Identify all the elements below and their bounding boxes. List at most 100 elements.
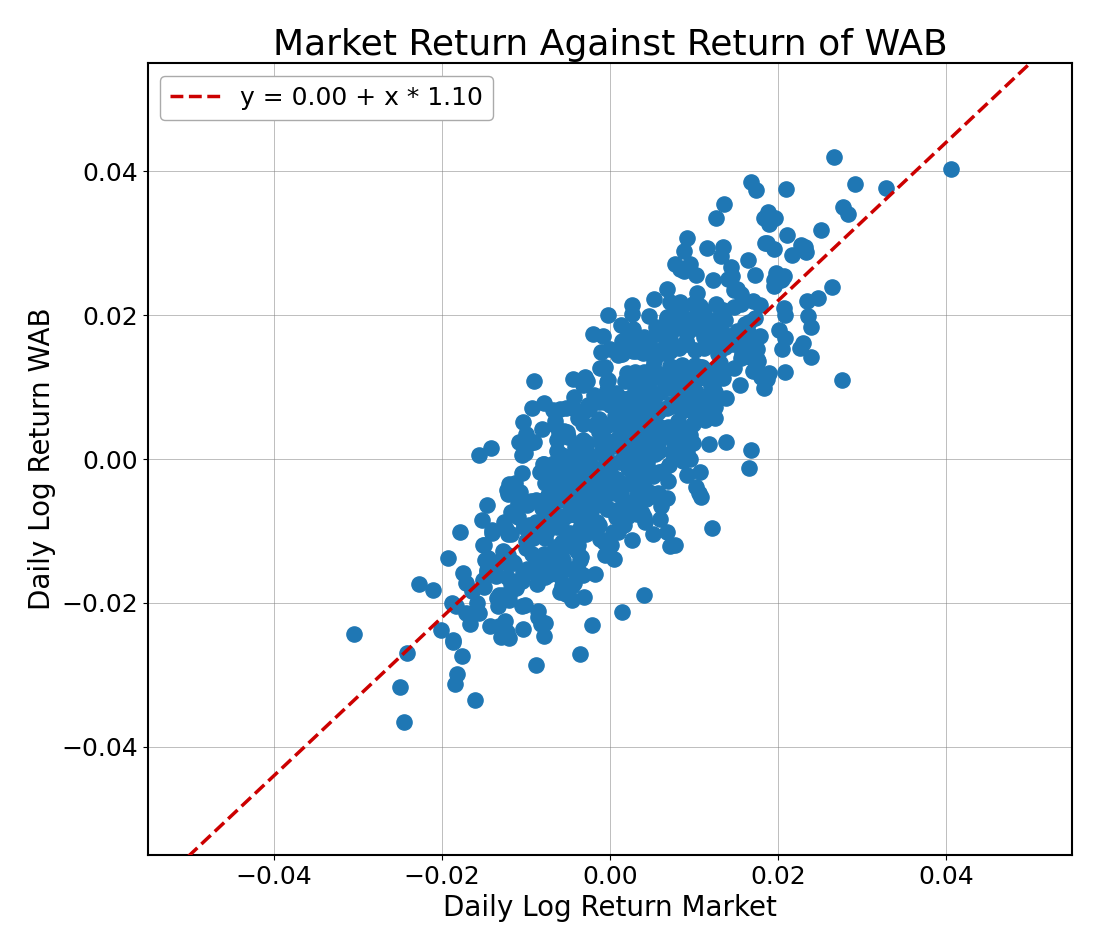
Point: [767, 211, 784, 226]
Point: [571, 440, 588, 455]
Point: [538, 523, 556, 539]
Point: [614, 406, 631, 421]
Point: [608, 509, 626, 524]
Point: [658, 524, 675, 540]
Point: [528, 560, 546, 576]
Point: [747, 182, 764, 198]
Point: [613, 333, 630, 349]
Point: [661, 334, 679, 350]
Point: [522, 493, 540, 508]
Point: [514, 414, 531, 429]
Point: [714, 239, 732, 255]
Point: [777, 308, 794, 323]
Point: [569, 481, 586, 496]
Point: [741, 350, 759, 365]
Point: [664, 428, 682, 444]
Point: [461, 617, 478, 632]
Point: [584, 327, 602, 342]
Point: [660, 333, 678, 349]
Point: [623, 440, 640, 455]
Point: [644, 341, 661, 356]
Point: [534, 569, 551, 584]
Point: [740, 460, 758, 475]
Point: [602, 467, 619, 483]
Point: [540, 515, 558, 530]
Point: [483, 525, 500, 541]
Point: [779, 227, 796, 242]
Point: [466, 693, 484, 708]
Point: [574, 378, 592, 393]
Point: [625, 429, 642, 445]
Point: [509, 496, 527, 511]
Point: [640, 484, 658, 500]
Point: [612, 489, 629, 504]
Point: [659, 420, 676, 435]
Point: [669, 413, 686, 428]
Point: [668, 375, 685, 390]
Point: [688, 267, 705, 282]
Point: [679, 230, 696, 245]
Point: [532, 501, 550, 516]
Point: [636, 515, 653, 530]
Point: [759, 204, 777, 219]
Point: [632, 383, 650, 398]
Point: [629, 372, 647, 388]
Point: [615, 403, 632, 418]
Point: [668, 320, 685, 335]
Point: [553, 447, 571, 463]
Point: [527, 492, 544, 507]
Point: [546, 504, 563, 520]
Point: [601, 341, 618, 356]
Point: [608, 431, 626, 446]
Point: [624, 428, 641, 444]
Point: [646, 441, 663, 456]
Point: [597, 457, 615, 472]
Point: [558, 525, 575, 541]
Point: [618, 428, 636, 444]
Point: [524, 546, 541, 561]
Point: [608, 435, 626, 450]
Point: [652, 499, 670, 514]
Point: [637, 491, 654, 506]
Point: [625, 336, 642, 351]
Point: [514, 447, 531, 463]
Point: [615, 450, 632, 465]
Point: [650, 427, 668, 442]
Point: [542, 473, 560, 488]
Point: [524, 564, 541, 580]
Point: [536, 629, 553, 644]
Point: [528, 576, 546, 591]
Point: [678, 446, 695, 461]
Point: [568, 508, 585, 523]
Point: [767, 266, 784, 281]
Point: [666, 367, 683, 382]
Point: [650, 444, 668, 459]
Point: [650, 464, 668, 479]
Point: [691, 360, 708, 375]
Point: [686, 318, 704, 333]
Point: [698, 365, 716, 380]
Point: [614, 408, 631, 423]
Point: [646, 430, 663, 446]
Point: [562, 492, 580, 507]
Point: [691, 298, 708, 314]
Point: [636, 433, 653, 448]
Point: [671, 366, 689, 381]
Point: [714, 370, 732, 386]
Point: [698, 363, 716, 378]
Point: [517, 427, 535, 442]
Point: [549, 464, 566, 479]
Point: [652, 346, 670, 361]
Point: [503, 504, 520, 520]
Point: [739, 253, 757, 268]
Point: [660, 344, 678, 359]
Point: [612, 390, 629, 406]
Point: [571, 459, 588, 474]
Point: [623, 416, 640, 431]
Point: [755, 210, 772, 225]
Point: [606, 485, 624, 501]
Point: [675, 390, 693, 405]
Point: [549, 520, 566, 535]
Point: [650, 421, 668, 436]
Point: [774, 268, 792, 283]
